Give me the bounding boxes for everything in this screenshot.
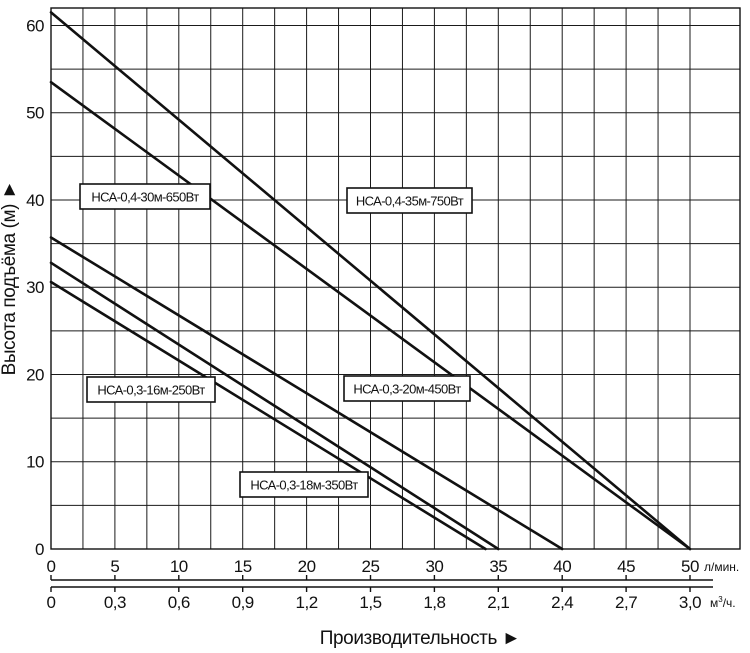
series-lines <box>49 11 692 551</box>
x-axis-title: Производительность ► <box>320 628 521 649</box>
series-label-box <box>346 187 473 214</box>
series-line-5 <box>49 280 487 551</box>
grid <box>50 8 741 550</box>
y-axis-title: Высота подъёма (м) ► <box>0 181 20 376</box>
x-tick-label: 35 <box>489 557 507 576</box>
y-tick-label: 10 <box>26 453 44 472</box>
x2-tick-label: 0 <box>47 593 56 612</box>
series-line-1 <box>49 11 692 551</box>
series-line-2 <box>49 80 692 551</box>
series-label-text: НСА-0,3-16м-250Вт <box>97 383 205 398</box>
x-tick-label: 20 <box>298 557 316 576</box>
y-tick-label: 60 <box>26 16 44 35</box>
x2-tick-label: 2,4 <box>551 593 573 612</box>
x-unit-label: л/мин. <box>704 560 739 574</box>
x-tick-label: 10 <box>170 557 188 576</box>
y-tick-label: 40 <box>26 191 44 210</box>
y-tick-label: 50 <box>26 104 44 123</box>
x2-tick-label: 0,3 <box>104 593 126 612</box>
tick-labels: 0 10 20 30 40 50 60 0 5 10 15 20 25 30 35 40 45 50 л/мин. 0… <box>26 16 739 612</box>
x-tick-label: 5 <box>110 557 119 576</box>
x2-tick-label: 0,6 <box>168 593 190 612</box>
x2-tick-label: 1,8 <box>423 593 445 612</box>
y-tick-label: 0 <box>35 540 44 559</box>
x2-unit-label: м3/ч. <box>710 595 736 610</box>
series-label-text: НСА-0,3-18м-350Вт <box>250 478 358 493</box>
x-tick-label: 50 <box>681 557 699 576</box>
series-label-box <box>239 471 369 498</box>
x2-tick-label: 1,5 <box>359 593 381 612</box>
x-tick-label: 15 <box>234 557 252 576</box>
x-tick-label: 40 <box>553 557 571 576</box>
series-line-3 <box>49 236 564 551</box>
x2-tick-label: 3,0 <box>679 593 701 612</box>
x-tick-label: 0 <box>47 557 56 576</box>
x-tick-label: 30 <box>425 557 443 576</box>
series-label-box <box>79 183 211 210</box>
series-label-box <box>343 375 471 402</box>
series-line-4 <box>49 261 500 551</box>
x2-tick-label: 1,2 <box>296 593 318 612</box>
plot-frame <box>50 7 741 550</box>
series-labels: НСА-0,4-35м-750Вт НСА-0,4-30м-650Вт НСА-0,… <box>79 183 473 498</box>
y-tick-label: 20 <box>26 365 44 384</box>
series-label-text: НСА-0,3-20м-450Вт <box>353 382 461 397</box>
y-tick-label: 30 <box>26 278 44 297</box>
x2-tick-label: 0,9 <box>232 593 254 612</box>
axes <box>50 7 741 592</box>
series-label-text: НСА-0,4-30м-650Вт <box>91 190 199 205</box>
series-label-text: НСА-0,4-35м-750Вт <box>356 194 464 209</box>
x2-tick-label: 2,7 <box>615 593 637 612</box>
x-tick-label: 25 <box>362 557 380 576</box>
x2-tick-label: 2,1 <box>487 593 509 612</box>
x-tick-label: 45 <box>617 557 635 576</box>
series-label-box <box>86 376 216 403</box>
